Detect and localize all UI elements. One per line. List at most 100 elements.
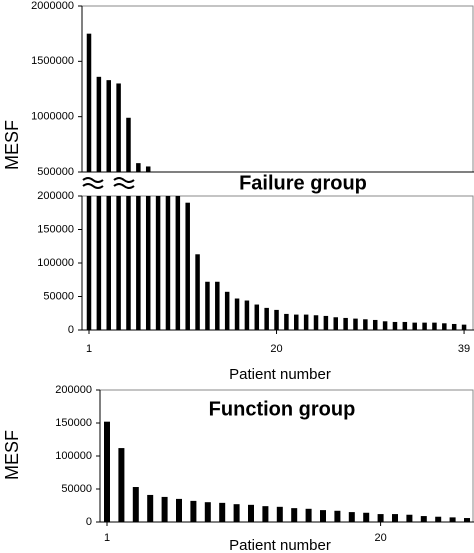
- bar: [363, 512, 370, 522]
- bar: [333, 317, 338, 330]
- x-tick-label: 39: [458, 343, 470, 355]
- bar: [313, 315, 319, 330]
- y-tick-label: 1500000: [31, 55, 74, 67]
- bar: [294, 314, 299, 330]
- bar: [334, 510, 341, 522]
- bar: [126, 117, 131, 172]
- bar: [254, 304, 260, 330]
- bar: [145, 166, 151, 172]
- bar: [343, 317, 348, 330]
- bar: [224, 291, 230, 330]
- bar: [145, 196, 151, 330]
- y-tick-label: 150000: [37, 223, 74, 235]
- y-tick-label: 2000000: [31, 0, 74, 12]
- bar: [276, 506, 283, 522]
- bar: [353, 318, 358, 330]
- bar: [435, 516, 442, 522]
- bar: [284, 313, 289, 330]
- bar: [406, 514, 413, 522]
- bar: [451, 323, 457, 330]
- y-tick-label: 100000: [37, 257, 74, 269]
- y-tick-label: 0: [86, 516, 92, 528]
- bar: [132, 487, 139, 522]
- x-tick-label: 1: [86, 343, 92, 355]
- bar: [442, 323, 447, 330]
- bar: [116, 83, 121, 172]
- x-tick-label: 20: [270, 343, 282, 355]
- bar: [116, 196, 121, 330]
- x-tick-label: 1: [104, 532, 110, 544]
- bar: [104, 421, 110, 522]
- bar: [126, 196, 131, 330]
- bar: [262, 506, 269, 522]
- upper-frame: [81, 5, 474, 173]
- bar: [155, 196, 161, 330]
- y-axis-label: MESF: [2, 120, 22, 170]
- bar: [106, 80, 111, 172]
- bars: [86, 33, 470, 522]
- bar: [412, 322, 417, 330]
- bar-group: [104, 421, 470, 522]
- bar: [195, 254, 200, 330]
- bar: [464, 518, 470, 522]
- x-axis-label: Patient number: [229, 537, 331, 553]
- y-tick-label: 0: [68, 324, 74, 336]
- axis-break: [82, 177, 135, 189]
- y-axis-label: MESF: [2, 430, 22, 480]
- chart-title: Function group: [209, 398, 356, 420]
- bar: [420, 516, 427, 522]
- bar: [176, 498, 182, 522]
- y-tick-label: 100000: [55, 450, 92, 462]
- bar: [248, 504, 254, 522]
- bar: [305, 508, 312, 522]
- bar: [204, 502, 211, 522]
- y-tick-label: 200000: [55, 384, 92, 396]
- bar: [86, 33, 92, 172]
- x-axis-label: Patient number: [229, 366, 331, 383]
- bar: [422, 322, 427, 330]
- bar: [377, 514, 384, 522]
- x-tick-label: 20: [374, 532, 386, 544]
- y-tick-label: 50000: [43, 290, 74, 302]
- bar: [402, 321, 408, 330]
- bar: [175, 196, 181, 330]
- y-tick-label: 50000: [61, 483, 92, 495]
- bar: [303, 314, 309, 330]
- bar: [234, 298, 240, 330]
- bar: [244, 300, 250, 330]
- bar: [106, 196, 111, 330]
- bar: [363, 319, 368, 330]
- y-tick-label: 150000: [55, 417, 92, 429]
- bar: [264, 307, 269, 330]
- bar: [323, 315, 329, 330]
- bar: [185, 202, 190, 330]
- bar: [205, 281, 210, 330]
- y-tick-label: 200000: [37, 190, 74, 202]
- bar: [392, 321, 398, 330]
- bar: [96, 196, 102, 330]
- bar: [118, 448, 125, 522]
- bar: [161, 496, 168, 522]
- bar: [372, 319, 378, 330]
- bar: [147, 494, 154, 522]
- bar: [136, 196, 141, 330]
- bar: [96, 76, 102, 172]
- bar: [382, 321, 388, 330]
- bar: [165, 196, 171, 330]
- bar: [461, 324, 467, 330]
- bar-group: [86, 33, 151, 172]
- bar: [219, 502, 226, 522]
- bar-group: [86, 196, 467, 330]
- bar: [136, 163, 141, 172]
- bar: [348, 512, 355, 522]
- bar: [190, 500, 197, 522]
- chart-title: Failure group: [239, 172, 367, 194]
- bar: [392, 514, 398, 522]
- bar: [86, 196, 92, 330]
- bar: [233, 504, 240, 522]
- bar: [320, 510, 326, 522]
- bar: [291, 508, 298, 522]
- bar: [432, 322, 437, 330]
- bar: [449, 517, 456, 522]
